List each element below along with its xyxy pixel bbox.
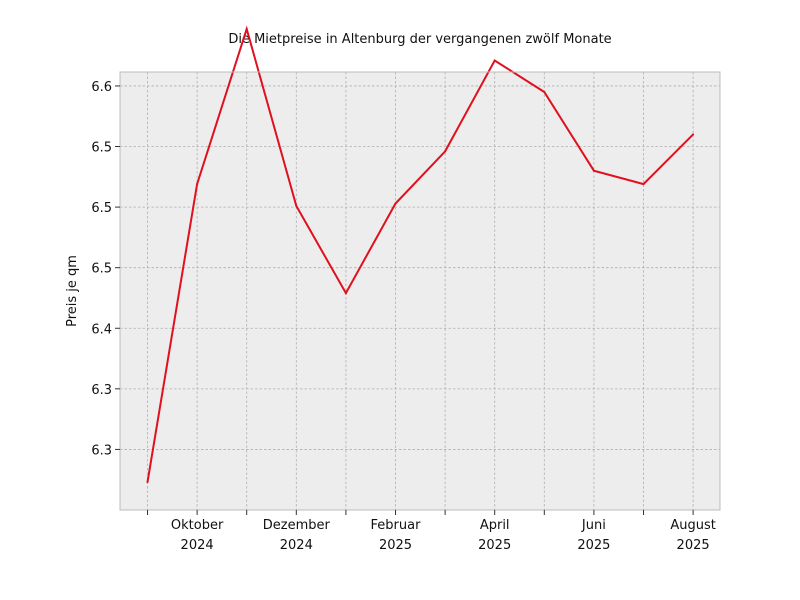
x-tick-label-year: 2025 — [379, 538, 412, 553]
plot-frame — [119, 71, 721, 511]
plot-area — [120, 72, 720, 510]
x-tick-label-year: 2025 — [577, 538, 610, 553]
y-tick-label: 6.6 — [91, 80, 112, 95]
data-point — [592, 169, 595, 172]
data-point — [394, 202, 397, 205]
data-point — [245, 28, 248, 30]
ticks-layer — [115, 85, 694, 515]
x-tick-label: April 2025 — [478, 518, 511, 553]
x-axis-tick-labels: Oktober 2024 Dezember 2024 Februar 2025 April 2… — [171, 518, 716, 553]
x-tick-label-year: 2025 — [478, 538, 511, 553]
data-point — [344, 292, 347, 295]
data-point — [493, 59, 496, 62]
data-point — [196, 183, 199, 186]
grid-layer — [120, 72, 720, 510]
y-axis-title: Preis je qm — [65, 255, 80, 327]
y-tick-label: 6.5 — [91, 262, 112, 277]
x-tick-label-year: 2024 — [181, 538, 214, 553]
y-axis-tick-labels: 6.3 6.3 6.4 6.5 6.5 6.5 6.6 — [91, 80, 112, 458]
x-tick-label-year: 2025 — [677, 538, 710, 553]
x-tick-label-month: Oktober — [171, 518, 224, 533]
data-point — [146, 481, 149, 484]
data-point — [543, 91, 546, 93]
x-tick-label: Juni 2025 — [577, 518, 610, 553]
x-tick-label: Februar 2025 — [371, 518, 422, 553]
x-tick-label-month: April — [480, 518, 510, 533]
x-tick-label-month: August — [670, 518, 716, 533]
data-point — [642, 183, 645, 186]
chart-title: Die Mietpreise in Altenburg der vergange… — [228, 32, 611, 47]
y-tick-label: 6.3 — [91, 383, 112, 398]
y-tick-label: 6.5 — [91, 141, 112, 156]
x-tick-label: Oktober 2024 — [171, 518, 224, 553]
series-line — [146, 25, 694, 483]
x-tick-label-month: Dezember — [263, 518, 331, 533]
y-tick-label: 6.3 — [91, 443, 112, 458]
series-layer — [146, 25, 695, 484]
x-tick-label-month: Juni — [581, 518, 606, 533]
x-tick-label-year: 2024 — [280, 538, 313, 553]
x-tick-label-month: Februar — [371, 518, 422, 533]
data-point — [295, 204, 298, 207]
x-tick-label: Dezember 2024 — [263, 518, 331, 553]
data-point — [444, 150, 447, 153]
x-tick-label: August 2025 — [670, 518, 716, 553]
data-point — [692, 133, 695, 136]
y-tick-label: 6.4 — [91, 322, 112, 337]
y-tick-label: 6.5 — [91, 201, 112, 216]
